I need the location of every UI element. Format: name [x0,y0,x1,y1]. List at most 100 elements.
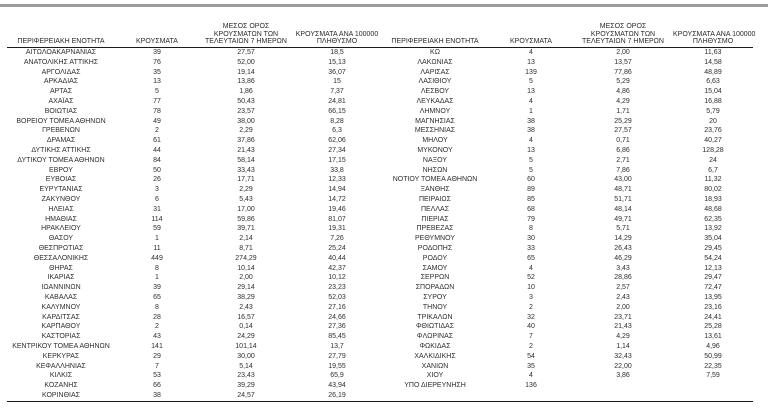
avg7-cell: 274,29 [235,254,257,262]
cases-cell: 85 [527,195,535,203]
region-cell: ΕΥΡΥΤΑΝΙΑΣ [39,186,83,194]
cases-cell: 76 [153,58,161,66]
avg7-cell: 5,29 [616,78,630,86]
region-cell: ΑΧΑΪΑΣ [48,97,74,105]
per100k-cell: 14,72 [328,195,346,203]
cases-cell: 13 [527,58,535,66]
cases-cell: 8 [155,264,159,272]
per100k-cell: 24,66 [328,313,346,321]
per100k-cell: 72,47 [704,284,722,292]
table-row: ΚΑΣΤΟΡΙΑΣ 43 24,29 85,45 ΦΛΩΡΙΝΑΣ 7 4,29 13,61 [7,332,753,342]
per100k-cell: 42,37 [328,264,346,272]
header-region-right: ΠΕΡΙΦΕΡΕΙΑΚΗ ΕΝΟΤΗΤΑ [391,38,479,46]
per100k-cell: 13,7 [330,342,344,350]
table-row: ΚΑΛΥΜΝΟΥ 8 2,43 27,16 ΤΗΝΟΥ 2 2,00 23,16 [7,303,753,313]
per100k-cell: 14,58 [704,58,722,66]
avg7-cell: 77,86 [614,68,632,76]
per100k-cell: 33,8 [330,166,344,174]
cases-cell [489,391,573,401]
per100k-cell: 29,45 [704,244,722,252]
avg7-cell: 2,57 [616,284,630,292]
region-cell [381,391,489,401]
region-cell: ΑΡΚΑΔΙΑΣ [43,78,79,86]
region-cell: ΣΥΡΟΥ [423,293,447,301]
avg7-cell: 2,43 [616,293,630,301]
cases-cell: 1 [529,107,533,115]
cases-cell: 139 [525,68,537,76]
region-cell: ΚΕΝΤΡΙΚΟΥ ΤΟΜΕΑ ΑΘΗΝΩΝ [12,342,110,350]
avg7-cell: 24,57 [237,391,255,399]
region-cell: ΜΑΓΝΗΣΙΑΣ [415,117,455,125]
region-cell: ΚΑΡΔΙΤΣΑΣ [42,313,80,321]
cases-cell: 39 [153,284,161,292]
region-cell: ΧΑΝΙΩΝ [421,362,449,370]
cases-cell: 1 [155,274,159,282]
avg7-cell: 39,29 [237,382,255,390]
cases-cell: 4 [529,49,533,56]
region-cell: ΞΑΝΘΗΣ [420,186,450,194]
header-avg7-right: ΜΕΣΟΣ ΟΡΟΣ ΚΡΟΥΣΜΑΤΩΝ ΤΩΝ ΤΕΛΕΥΤΑΙΩΝ 7 Η… [573,23,673,46]
cases-cell: 13 [153,78,161,86]
cases-cell: 66 [153,382,161,390]
avg7-cell: 10,14 [237,264,255,272]
table-row: ΚΟΖΑΝΗΣ 66 39,29 43,94 ΥΠΟ ΔΙΕΡΕΥΝΗΣΗ 136 [7,381,753,391]
avg7-cell: 0,14 [239,323,253,331]
region-cell: ΑΙΤΩΛΟΑΚΑΡΝΑΝΙΑΣ [25,49,97,56]
per100k-cell: 128,28 [702,146,724,154]
per100k-cell: 12,33 [328,176,346,184]
cases-cell: 68 [527,205,535,213]
avg7-cell: 33,43 [237,166,255,174]
avg7-cell: 27,57 [614,127,632,135]
cases-cell: 40 [527,323,535,331]
avg7-cell: 5,43 [239,195,253,203]
cases-cell: 84 [153,156,161,164]
region-cell: ΙΚΑΡΙΑΣ [47,274,75,282]
avg7-cell: 14,29 [614,235,632,243]
avg7-cell: 4,29 [616,97,630,105]
region-cell: ΓΡΕΒΕΝΩΝ [42,127,80,135]
per100k-cell: 24,81 [328,97,346,105]
avg7-cell: 39,71 [237,225,255,233]
per100k-cell: 17,15 [328,156,346,164]
region-cell: ΚΟΖΑΝΗΣ [44,382,78,390]
cases-cell: 4 [529,137,533,145]
avg7-cell: 58,14 [237,156,255,164]
region-cell: ΠΕΙΡΑΙΩΣ [419,195,451,203]
cases-cell: 13 [527,146,535,154]
avg7-cell: 23,43 [237,372,255,380]
per100k-cell: 16,88 [704,97,722,105]
cases-cell: 8 [529,225,533,233]
region-cell: ΚΩ [430,49,440,56]
per100k-cell: 23,76 [704,127,722,135]
per100k-cell: 50,99 [704,352,722,360]
table-row: ΓΡΕΒΕΝΩΝ 2 2,29 6,3 ΜΕΣΣΗΝΙΑΣ 38 27,57 23,76 [7,126,753,136]
per100k-cell: 15 [333,78,341,86]
region-cell: ΣΑΜΟΥ [422,264,448,272]
table-row: ΔΥΤΙΚΗΣ ΑΤΤΙΚΗΣ 44 21,43 27,34 ΜΥΚΟΝΟΥ 13 6,86… [7,146,753,156]
region-cell: ΝΗΣΩΝ [422,166,448,174]
region-cell: ΚΕΡΚΥΡΑΣ [42,352,80,360]
avg7-cell: 13,57 [614,58,632,66]
region-cell: ΛΕΥΚΑΔΑΣ [416,97,454,105]
per100k-cell: 65,9 [330,372,344,380]
cases-cell: 29 [153,352,161,360]
avg7-cell: 16,57 [237,313,255,321]
avg7-cell: 2,43 [239,303,253,311]
region-cell: ΙΩΑΝΝΙΝΩΝ [41,284,81,292]
per100k-cell: 7,26 [330,235,344,243]
cases-cell: 35 [153,68,161,76]
region-cell: ΜΥΚΟΝΟΥ [417,146,453,154]
region-cell: ΧΑΛΚΙΔΙΚΗΣ [414,352,456,360]
region-cell: ΠΙΕΡΙΑΣ [421,215,449,223]
region-cell: ΗΛΕΙΑΣ [48,205,74,213]
cases-cell: 114 [151,215,163,223]
cases-cell: 60 [527,176,535,184]
avg7-cell: 21,43 [614,323,632,331]
region-cell: ΥΠΟ ΔΙΕΡΕΥΝΗΣΗ [404,382,466,390]
avg7-cell [573,391,673,401]
table-row: ΕΥΒΟΙΑΣ 26 17,71 12,33 ΝΟΤΙΟΥ ΤΟΜΕΑ ΑΘΗΝΩΝ 60… [7,175,753,185]
region-cell: ΣΠΟΡΑΔΩΝ [415,284,455,292]
avg7-cell: 17,71 [237,176,255,184]
region-cell: ΜΗΛΟΥ [422,137,448,145]
header-avg7-line1: ΜΕΣΟΣ ΟΡΟΣ [599,23,647,31]
